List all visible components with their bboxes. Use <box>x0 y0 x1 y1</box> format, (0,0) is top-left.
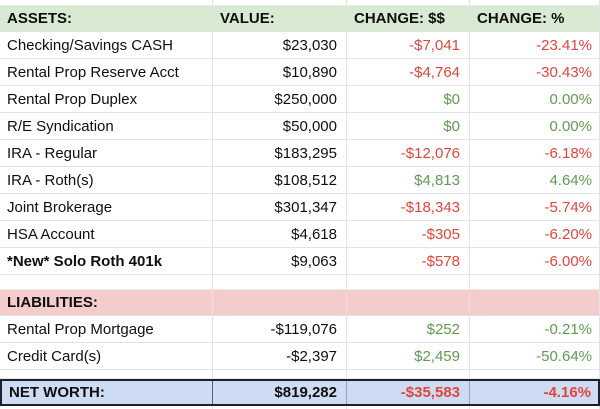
label-cell[interactable]: HSA Account <box>0 221 213 248</box>
liability-row: Rental Prop Mortgage -$119,076 $252 -0.2… <box>0 316 600 343</box>
liabilities-header-empty-cell[interactable] <box>347 290 470 316</box>
asset-row: *New* Solo Roth 401k $9,063 -$578 -6.00% <box>0 248 600 275</box>
value-cell[interactable]: $183,295 <box>213 140 347 167</box>
percent-cell[interactable]: -50.64% <box>470 343 600 370</box>
blank-row <box>0 370 600 379</box>
value-cell[interactable]: $4,618 <box>213 221 347 248</box>
percent-cell[interactable]: -6.00% <box>470 248 600 275</box>
change-percent-header-cell[interactable]: CHANGE: % <box>470 6 600 32</box>
liabilities-header-row: LIABILITIES: <box>0 290 600 316</box>
label-cell[interactable]: R/E Syndication <box>0 113 213 140</box>
percent-cell[interactable]: -6.20% <box>470 221 600 248</box>
spacer-cell <box>0 0 213 6</box>
liabilities-header-empty-cell[interactable] <box>470 290 600 316</box>
percent-cell[interactable]: -5.74% <box>470 194 600 221</box>
change-cell[interactable]: $0 <box>347 113 470 140</box>
change-cell[interactable]: $4,813 <box>347 167 470 194</box>
spacer-cell <box>347 406 470 409</box>
liabilities-header-empty-cell[interactable] <box>213 290 347 316</box>
spacer-cell <box>213 406 347 409</box>
net-worth-percent-cell[interactable]: -4.16% <box>543 384 591 401</box>
spacer-cell <box>213 0 347 6</box>
label-cell[interactable]: Joint Brokerage <box>0 194 213 221</box>
change-cell[interactable]: -$12,076 <box>347 140 470 167</box>
value-cell[interactable]: $23,030 <box>213 32 347 59</box>
net-worth-change-cell[interactable]: -$35,583 <box>347 381 470 404</box>
net-worth-value-cell[interactable]: $819,282 <box>213 381 347 404</box>
spacer-cell[interactable] <box>470 275 600 290</box>
net-worth-row: NET WORTH: $819,282 -$35,583 -4.16% <box>0 379 600 406</box>
label-cell[interactable]: Checking/Savings CASH <box>0 32 213 59</box>
label-cell[interactable]: IRA - Regular <box>0 140 213 167</box>
label-cell[interactable]: Rental Prop Duplex <box>0 86 213 113</box>
percent-cell[interactable]: -0.21% <box>470 316 600 343</box>
value-cell[interactable]: $250,000 <box>213 86 347 113</box>
spacer-cell[interactable] <box>347 370 470 379</box>
value-cell[interactable]: $108,512 <box>213 167 347 194</box>
percent-cell[interactable]: -6.18% <box>470 140 600 167</box>
change-cell[interactable]: -$305 <box>347 221 470 248</box>
change-cell[interactable]: $0 <box>347 86 470 113</box>
change-cell[interactable]: -$4,764 <box>347 59 470 86</box>
asset-row: R/E Syndication $50,000 $0 0.00% <box>0 113 600 140</box>
liability-row: Credit Card(s) -$2,397 $2,459 -50.64% <box>0 343 600 370</box>
asset-row: Rental Prop Duplex $250,000 $0 0.00% <box>0 86 600 113</box>
value-cell[interactable]: -$2,397 <box>213 343 347 370</box>
percent-cell[interactable]: -30.43% <box>470 59 600 86</box>
assets-header-cell[interactable]: ASSETS: <box>0 6 213 32</box>
value-cell[interactable]: -$119,076 <box>213 316 347 343</box>
asset-row: Rental Prop Reserve Acct $10,890 -$4,764… <box>0 59 600 86</box>
label-cell[interactable]: Rental Prop Mortgage <box>0 316 213 343</box>
percent-cell[interactable]: 0.00% <box>470 113 600 140</box>
blank-row <box>0 275 600 290</box>
change-cell[interactable]: $252 <box>347 316 470 343</box>
net-worth-label-cell[interactable]: NET WORTH: <box>2 381 213 404</box>
label-cell[interactable]: Credit Card(s) <box>0 343 213 370</box>
percent-cell[interactable]: 0.00% <box>470 86 600 113</box>
spacer-cell[interactable] <box>0 370 213 379</box>
spacer-cell[interactable] <box>0 275 213 290</box>
change-cell[interactable]: $2,459 <box>347 343 470 370</box>
label-cell[interactable]: Rental Prop Reserve Acct <box>0 59 213 86</box>
spacer-cell <box>347 0 470 6</box>
asset-row: IRA - Regular $183,295 -$12,076 -6.18% <box>0 140 600 167</box>
spacer-cell[interactable] <box>347 275 470 290</box>
spacer-cell[interactable] <box>213 370 347 379</box>
percent-cell[interactable]: -23.41% <box>470 32 600 59</box>
spacer-cell <box>0 406 213 409</box>
change-cell[interactable]: -$7,041 <box>347 32 470 59</box>
value-cell[interactable]: $10,890 <box>213 59 347 86</box>
label-cell[interactable]: *New* Solo Roth 401k <box>0 248 213 275</box>
value-cell[interactable]: $50,000 <box>213 113 347 140</box>
asset-row: Checking/Savings CASH $23,030 -$7,041 -2… <box>0 32 600 59</box>
liabilities-header-cell[interactable]: LIABILITIES: <box>0 290 213 316</box>
change-dollars-header-cell[interactable]: CHANGE: $$ <box>347 6 470 32</box>
percent-cell[interactable]: 4.64% <box>470 167 600 194</box>
spacer-cell[interactable] <box>213 275 347 290</box>
change-cell[interactable]: -$578 <box>347 248 470 275</box>
change-cell[interactable]: -$18,343 <box>347 194 470 221</box>
value-cell[interactable]: $9,063 <box>213 248 347 275</box>
value-cell[interactable]: $301,347 <box>213 194 347 221</box>
label-cell[interactable]: IRA - Roth(s) <box>0 167 213 194</box>
value-header-cell[interactable]: VALUE: <box>213 6 347 32</box>
spacer-cell[interactable] <box>470 370 600 379</box>
assets-header-row: ASSETS: VALUE: CHANGE: $$ CHANGE: % <box>0 6 600 32</box>
asset-row: HSA Account $4,618 -$305 -6.20% <box>0 221 600 248</box>
asset-row: IRA - Roth(s) $108,512 $4,813 4.64% <box>0 167 600 194</box>
asset-row: Joint Brokerage $301,347 -$18,343 -5.74% <box>0 194 600 221</box>
